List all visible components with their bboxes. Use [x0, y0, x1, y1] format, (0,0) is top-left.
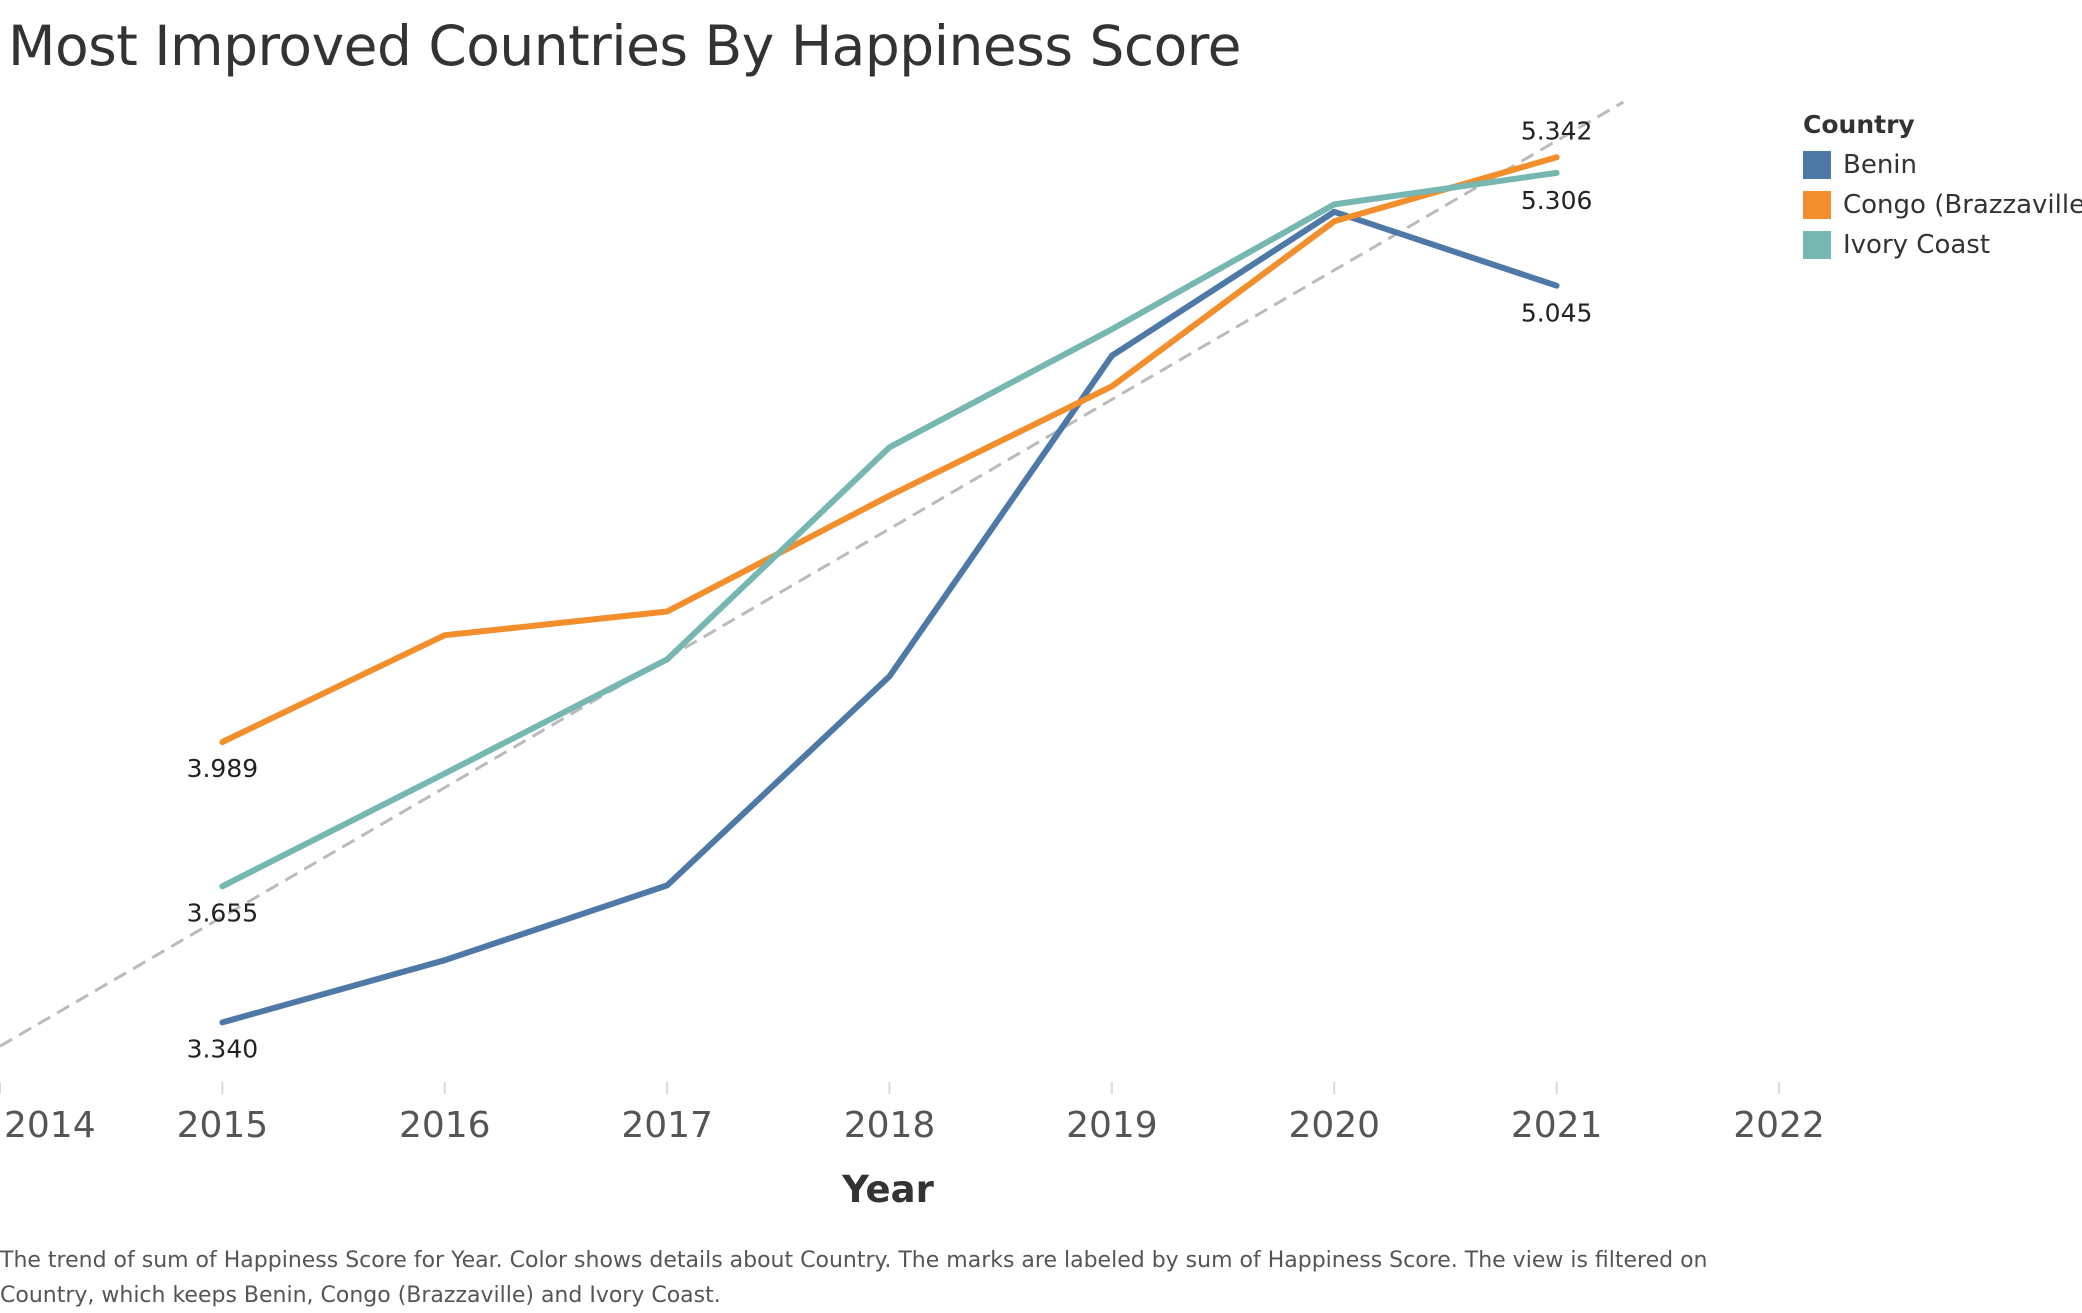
legend-swatch — [1803, 151, 1831, 179]
legend-label: Ivory Coast — [1843, 230, 1991, 260]
series-line-congo-brazzaville[interactable] — [219, 154, 1560, 745]
legend-label: Benin — [1843, 150, 1918, 180]
series-line-benin[interactable] — [219, 208, 1560, 1026]
legend-items: Benin Congo (Brazzaville) Ivory Coast — [1803, 145, 2082, 265]
data-label: 3.989 — [187, 754, 259, 783]
x-tick-label: 2020 — [1288, 1105, 1380, 1146]
series-line-ivory-coast[interactable] — [219, 169, 1560, 890]
chart-title: Most Improved Countries By Happiness Sco… — [8, 14, 1242, 78]
data-label: 5.342 — [1521, 116, 1593, 145]
data-label: 5.045 — [1521, 299, 1593, 328]
x-tick-label: 2016 — [399, 1105, 491, 1146]
legend-label: Congo (Brazzaville) — [1843, 190, 2082, 220]
legend-item[interactable]: Congo (Brazzaville) — [1803, 185, 2082, 225]
chart-caption: The trend of sum of Happiness Score for … — [0, 1248, 1708, 1308]
data-label: 3.340 — [187, 1034, 259, 1063]
x-tick-label: 2015 — [177, 1105, 269, 1146]
x-axis-title: Year — [841, 1168, 934, 1211]
legend: Country Benin Congo (Brazzaville) Ivory Co… — [1803, 110, 2082, 265]
trend-line-layer — [0, 100, 1625, 1048]
data-label: 5.306 — [1521, 186, 1593, 215]
legend-item[interactable]: Ivory Coast — [1803, 225, 2082, 265]
x-tick-label: 2014 — [4, 1105, 96, 1146]
x-tick-label: 2022 — [1733, 1105, 1825, 1146]
legend-item[interactable]: Benin — [1803, 145, 2082, 185]
x-tick-label: 2019 — [1066, 1105, 1158, 1146]
legend-swatch — [1803, 191, 1831, 219]
x-tick-label: 2018 — [844, 1105, 936, 1146]
series-layer — [219, 154, 1560, 1026]
x-axis: 2014 2015 2016 2017 2018 2019 2020 2021 2022 — [0, 1082, 1825, 1146]
trend-line — [0, 100, 1625, 1048]
x-tick-label: 2021 — [1511, 1105, 1603, 1146]
legend-swatch — [1803, 231, 1831, 259]
data-label-layer: 3.340 3.989 3.655 5.342 5.306 5.045 — [187, 116, 1593, 1063]
legend-title: Country — [1803, 110, 1915, 139]
x-tick-label: 2017 — [621, 1105, 713, 1146]
data-label: 3.655 — [187, 898, 259, 927]
